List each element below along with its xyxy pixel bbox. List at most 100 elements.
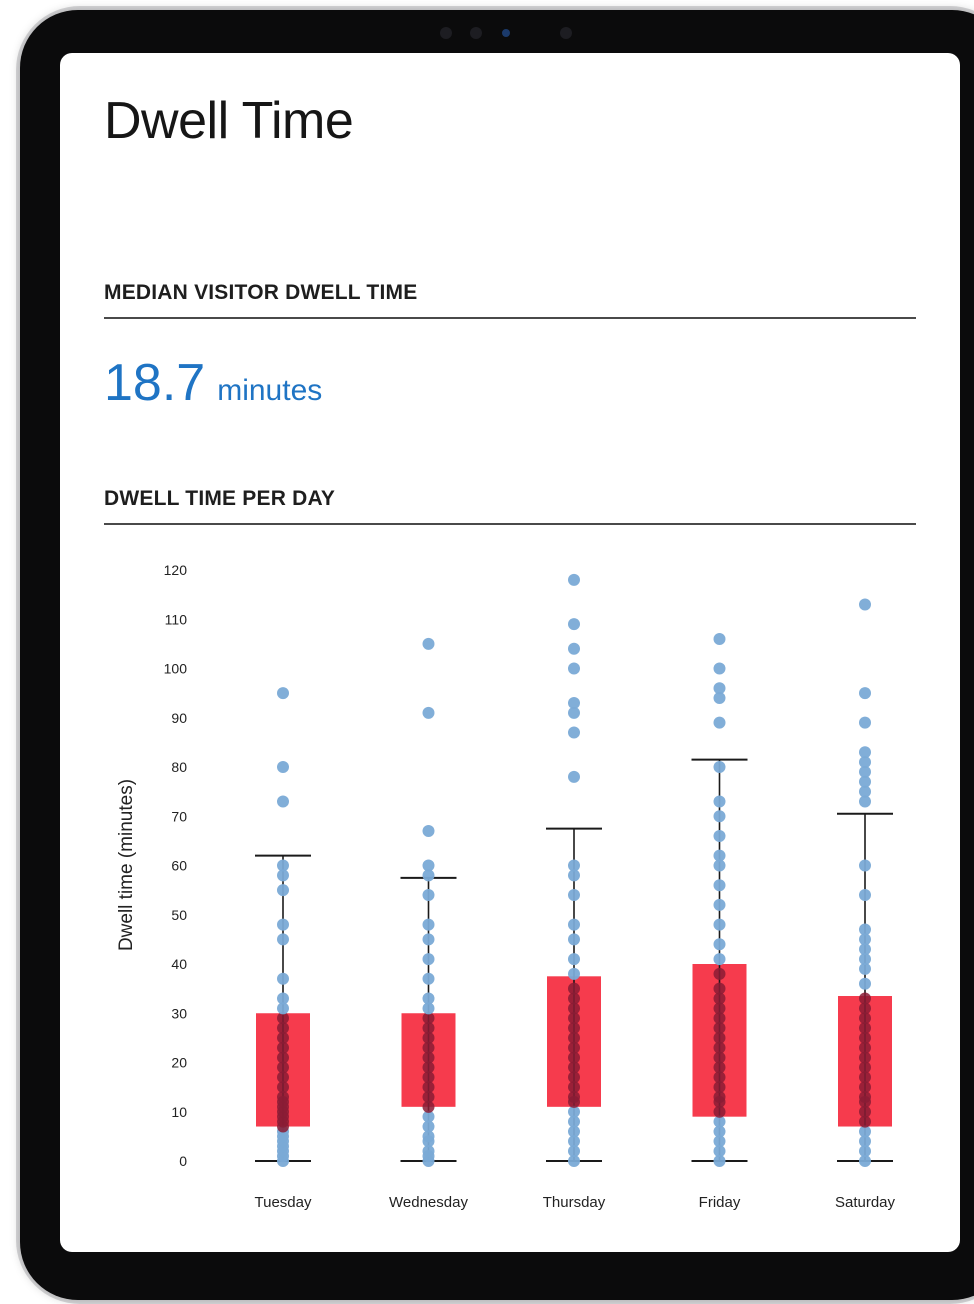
data-point [568,859,580,872]
x-tick-label: Saturday [835,1194,896,1211]
data-point [277,918,289,931]
data-point [713,1135,726,1148]
data-point [713,953,726,966]
page-title: Dwell Time [104,92,354,150]
data-point [568,1090,580,1103]
data-point [713,1041,726,1054]
camera-icon [440,27,452,39]
data-point [859,756,871,769]
data-point [422,918,435,931]
data-point [568,1155,580,1167]
data-point [713,1061,726,1074]
camera-lens-icon [502,29,510,37]
data-point [568,1081,580,1094]
x-tick-label: Friday [699,1194,741,1211]
y-axis-label: Dwell time (minutes) [116,779,137,951]
data-point [568,982,580,995]
y-tick-label: 40 [171,956,187,972]
data-point [568,918,580,931]
data-point [859,1105,871,1118]
data-point [422,953,435,966]
data-point [422,992,435,1005]
y-tick-label: 100 [164,661,188,677]
data-point [713,1155,726,1167]
y-tick-label: 70 [171,808,187,824]
data-point [277,1090,289,1103]
data-point [277,869,289,882]
data-point [422,859,435,872]
data-point [568,726,580,739]
data-point [713,1012,726,1025]
data-point [277,859,289,872]
data-point [713,810,726,823]
data-point [568,770,580,783]
data-point [422,1081,435,1094]
data-point [859,746,871,759]
data-point [568,1051,580,1064]
data-point [422,1051,435,1064]
data-point [568,933,580,946]
data-point [713,1105,726,1118]
data-point [859,765,871,778]
data-point [568,953,580,966]
data-point [568,1012,580,1025]
data-point [277,1051,289,1064]
data-point [568,696,580,709]
data-point [277,1041,289,1054]
data-point [713,1125,726,1138]
data-point [859,598,871,611]
data-point [713,1051,726,1064]
sensor-icon [560,27,572,39]
data-point [859,1081,871,1094]
section-divider [104,523,916,525]
data-point [277,1022,289,1035]
data-point [859,1012,871,1025]
data-point [859,923,871,936]
data-point [422,1031,435,1044]
data-point [859,859,871,872]
data-point [422,972,435,985]
data-point [713,1115,726,1128]
data-point [568,662,580,675]
data-point [859,1115,871,1128]
y-tick-label: 0 [179,1153,187,1169]
data-point [859,1022,871,1035]
data-point [422,1071,435,1084]
data-point [277,1071,289,1084]
data-point [859,953,871,966]
data-point [422,1100,435,1113]
data-point [713,849,726,862]
data-point [713,829,726,842]
data-point [422,1145,435,1158]
data-point [713,879,726,892]
data-point [859,1061,871,1074]
data-point [568,1041,580,1054]
data-point [568,1071,580,1084]
median-unit: minutes [217,374,323,407]
data-point [859,1125,871,1138]
data-point [859,1051,871,1064]
data-point [713,1090,726,1103]
sensor-icon [470,27,482,39]
data-point [568,992,580,1005]
data-point [277,933,289,946]
data-point [568,1105,580,1118]
data-point [859,795,871,808]
x-tick-label: Thursday [543,1194,606,1211]
data-point [713,967,726,980]
data-point [859,1031,871,1044]
data-point [568,573,580,586]
data-point [859,992,871,1005]
y-tick-label: 50 [171,907,187,923]
data-point [713,682,726,695]
data-point [277,992,289,1005]
data-point [859,1002,871,1015]
data-point [422,1130,435,1143]
data-point [422,889,435,902]
data-point [568,1125,580,1138]
data-point [568,1022,580,1035]
data-point [277,795,289,808]
data-point [859,933,871,946]
dashboard-screen: Dwell Time MEDIAN VISITOR DWELL TIME 18.… [60,53,960,1252]
data-point [713,1081,726,1094]
